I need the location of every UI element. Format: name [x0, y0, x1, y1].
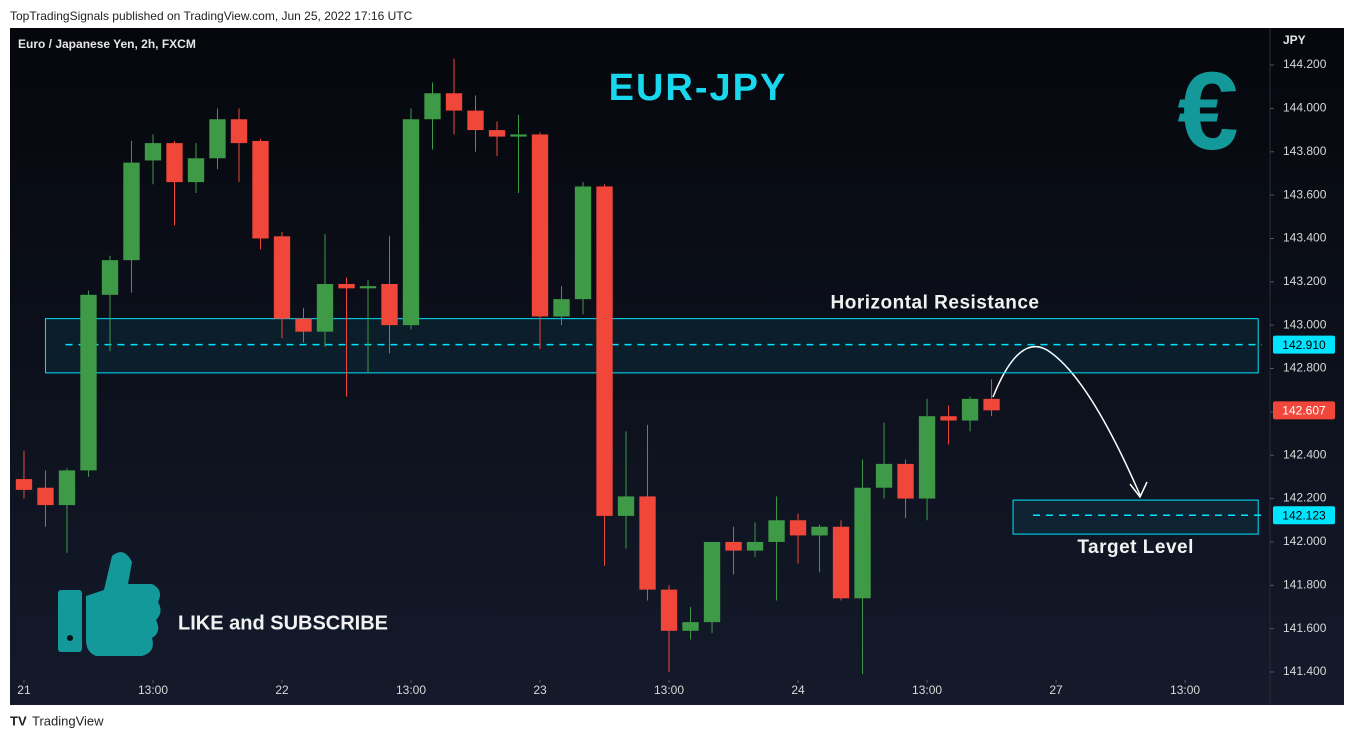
- zone-label: Target Level: [1077, 537, 1194, 558]
- candle-body: [789, 520, 807, 536]
- y-tick-label: 144.000: [1283, 101, 1327, 115]
- candle-body: [574, 186, 592, 300]
- candle-body: [166, 143, 183, 183]
- x-tick-label: 22: [275, 683, 289, 697]
- candle-body: [101, 260, 119, 295]
- x-tick-label: 27: [1049, 683, 1063, 697]
- y-tick-label: 143.800: [1283, 144, 1327, 158]
- candle-body: [940, 416, 957, 421]
- candle-body: [252, 140, 269, 239]
- price-tag: [1273, 401, 1335, 420]
- candle-body: [402, 119, 420, 326]
- candle-body: [295, 318, 312, 332]
- y-tick-label: 143.600: [1283, 187, 1327, 201]
- arrow-head: [1129, 481, 1148, 499]
- x-tick-label: 13:00: [1170, 683, 1200, 697]
- candle-body: [639, 496, 656, 590]
- candle-body: [338, 283, 355, 289]
- projection-arrow: [992, 346, 1141, 496]
- candle-body: [811, 526, 828, 536]
- candle-body: [359, 286, 377, 289]
- candle-body: [854, 487, 871, 599]
- header: TopTradingSignals published on TradingVi…: [10, 9, 413, 23]
- thumbs-up-icon: [58, 552, 161, 656]
- candle-body: [187, 158, 205, 183]
- candle-body: [510, 134, 527, 137]
- candle-body: [725, 541, 742, 551]
- candle-body: [58, 470, 76, 506]
- candle-body: [445, 93, 463, 111]
- x-tick-label: 13:00: [396, 683, 426, 697]
- y-tick-label: 141.600: [1283, 621, 1327, 635]
- candle-body: [80, 294, 97, 471]
- y-tick-label: 141.400: [1283, 664, 1327, 678]
- price-tag: [1273, 335, 1335, 354]
- y-tick-label: 141.800: [1283, 577, 1327, 591]
- candle-body: [209, 119, 226, 159]
- price-tag-label: 142.607: [1282, 404, 1326, 418]
- candle-body: [918, 416, 936, 499]
- candle-body: [37, 487, 54, 506]
- candle-body: [897, 463, 914, 499]
- candle-body: [961, 398, 979, 421]
- call-to-action: LIKE and SUBSCRIBE: [178, 612, 388, 634]
- candle-body: [488, 130, 506, 137]
- zone-label: Horizontal Resistance: [831, 293, 1040, 314]
- x-tick-label: 21: [17, 683, 31, 697]
- candle-body: [230, 119, 248, 144]
- footer: TradingView: [32, 713, 104, 728]
- currency: JPY: [1283, 33, 1306, 47]
- y-tick-label: 142.200: [1283, 491, 1327, 505]
- zone: [1012, 499, 1259, 535]
- candle-body: [875, 463, 893, 488]
- symbol: Euro / Japanese Yen, 2h, FXCM: [18, 37, 196, 51]
- euro-icon: €: [1177, 50, 1238, 173]
- x-tick-label: 13:00: [654, 683, 684, 697]
- x-tick-label: 13:00: [138, 683, 168, 697]
- y-tick-label: 143.000: [1283, 317, 1327, 331]
- y-tick-label: 143.400: [1283, 231, 1327, 245]
- x-tick-label: 23: [533, 683, 547, 697]
- footer-logo: TV: [10, 713, 27, 728]
- price-tag-label: 142.910: [1282, 338, 1326, 352]
- candle-body: [596, 186, 613, 516]
- candle-body: [531, 134, 549, 317]
- price-tag-label: 142.123: [1282, 508, 1326, 522]
- candle-body: [553, 299, 570, 317]
- y-tick-label: 144.200: [1283, 57, 1327, 71]
- candle-body: [316, 283, 334, 332]
- candle-body: [703, 541, 721, 623]
- candle-body: [15, 479, 33, 490]
- y-tick-label: 142.800: [1283, 361, 1327, 375]
- candle-body: [144, 143, 162, 161]
- candle-body: [381, 283, 398, 326]
- candle-body: [467, 110, 484, 131]
- price-tag: [1273, 506, 1335, 525]
- zone: [44, 318, 1259, 374]
- y-tick-label: 143.200: [1283, 274, 1327, 288]
- chart-title: EUR-JPY: [609, 67, 788, 109]
- candle-body: [983, 398, 1000, 411]
- x-tick-label: 13:00: [912, 683, 942, 697]
- candle-body: [682, 622, 699, 631]
- x-tick-label: 24: [791, 683, 805, 697]
- candle-body: [617, 496, 635, 516]
- candle-body: [123, 162, 140, 261]
- candle-body: [768, 520, 785, 542]
- candle-body: [273, 236, 291, 319]
- candle-body: [660, 589, 678, 631]
- candle-body: [746, 541, 764, 551]
- candle-body: [832, 526, 850, 599]
- y-tick-label: 142.000: [1283, 534, 1327, 548]
- y-tick-label: 142.400: [1283, 447, 1327, 461]
- candle-body: [424, 93, 441, 120]
